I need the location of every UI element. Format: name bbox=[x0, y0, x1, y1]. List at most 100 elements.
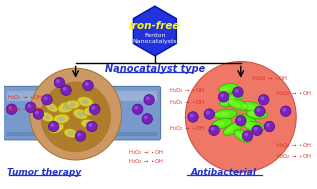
Ellipse shape bbox=[214, 109, 237, 119]
Circle shape bbox=[281, 106, 291, 116]
Circle shape bbox=[6, 104, 17, 115]
Ellipse shape bbox=[211, 118, 232, 129]
Circle shape bbox=[25, 102, 36, 113]
Ellipse shape bbox=[81, 99, 89, 104]
Circle shape bbox=[77, 133, 81, 136]
Circle shape bbox=[50, 123, 54, 127]
Ellipse shape bbox=[49, 124, 64, 133]
Circle shape bbox=[89, 104, 100, 115]
Circle shape bbox=[33, 109, 44, 119]
Polygon shape bbox=[133, 6, 176, 56]
Circle shape bbox=[266, 123, 270, 127]
Circle shape bbox=[254, 127, 257, 131]
Ellipse shape bbox=[83, 107, 97, 116]
Ellipse shape bbox=[241, 101, 264, 113]
Ellipse shape bbox=[238, 117, 251, 124]
Circle shape bbox=[242, 131, 253, 141]
Text: Fenton
Nanocatalysts: Fenton Nanocatalysts bbox=[133, 33, 177, 44]
Ellipse shape bbox=[77, 111, 84, 117]
Ellipse shape bbox=[220, 86, 231, 91]
Circle shape bbox=[256, 108, 260, 112]
Circle shape bbox=[233, 87, 243, 97]
Ellipse shape bbox=[58, 102, 74, 113]
Circle shape bbox=[83, 80, 93, 91]
Circle shape bbox=[218, 92, 229, 102]
Ellipse shape bbox=[68, 131, 74, 136]
Circle shape bbox=[27, 104, 31, 108]
Circle shape bbox=[235, 89, 238, 93]
Circle shape bbox=[220, 94, 224, 97]
Circle shape bbox=[42, 94, 52, 105]
Circle shape bbox=[91, 106, 95, 110]
Text: H$_2$O$_2$ $\rightarrow$ $\bullet$OH: H$_2$O$_2$ $\rightarrow$ $\bullet$OH bbox=[169, 98, 205, 107]
Circle shape bbox=[61, 85, 71, 95]
Ellipse shape bbox=[234, 130, 251, 142]
Ellipse shape bbox=[66, 100, 80, 109]
Ellipse shape bbox=[87, 109, 93, 114]
Circle shape bbox=[206, 111, 210, 115]
Ellipse shape bbox=[219, 83, 238, 93]
Circle shape bbox=[185, 62, 296, 172]
Text: H$_2$O$_2$ $\rightarrow$ $\bullet$OH: H$_2$O$_2$ $\rightarrow$ $\bullet$OH bbox=[128, 157, 164, 166]
Ellipse shape bbox=[81, 119, 95, 128]
Circle shape bbox=[188, 112, 198, 122]
Circle shape bbox=[236, 115, 246, 126]
Text: H$_2$O$_2$ $\rightarrow$ $\bullet$OH: H$_2$O$_2$ $\rightarrow$ $\bullet$OH bbox=[169, 124, 205, 133]
Ellipse shape bbox=[245, 124, 257, 129]
Circle shape bbox=[8, 106, 12, 110]
Ellipse shape bbox=[247, 109, 268, 119]
Ellipse shape bbox=[40, 112, 54, 122]
Circle shape bbox=[44, 96, 48, 100]
Circle shape bbox=[258, 94, 269, 105]
Text: H$_2$O$_2$ $\rightarrow$ $\bullet$OH: H$_2$O$_2$ $\rightarrow$ $\bullet$OH bbox=[7, 93, 42, 102]
Circle shape bbox=[56, 79, 60, 83]
Ellipse shape bbox=[229, 101, 241, 107]
Text: H$_2$O$_2$ $\rightarrow$ $\bullet$OH: H$_2$O$_2$ $\rightarrow$ $\bullet$OH bbox=[276, 153, 312, 161]
Ellipse shape bbox=[215, 112, 229, 116]
Text: Iron-free: Iron-free bbox=[129, 21, 181, 31]
Circle shape bbox=[144, 94, 154, 105]
Ellipse shape bbox=[69, 102, 76, 107]
Circle shape bbox=[134, 106, 138, 110]
Circle shape bbox=[204, 109, 215, 119]
Text: H$_2$O$_2$ $\rightarrow$ $\bullet$OH: H$_2$O$_2$ $\rightarrow$ $\bullet$OH bbox=[169, 86, 205, 95]
Circle shape bbox=[252, 125, 262, 136]
Ellipse shape bbox=[220, 93, 243, 107]
Text: Antibacterial: Antibacterial bbox=[191, 168, 257, 177]
Ellipse shape bbox=[237, 114, 258, 127]
Circle shape bbox=[49, 121, 59, 132]
Ellipse shape bbox=[213, 121, 225, 127]
Circle shape bbox=[88, 123, 92, 127]
FancyBboxPatch shape bbox=[2, 86, 161, 140]
Circle shape bbox=[190, 114, 194, 117]
Text: Nanocatalyst type: Nanocatalyst type bbox=[105, 64, 205, 74]
Circle shape bbox=[244, 133, 248, 136]
Ellipse shape bbox=[221, 97, 235, 104]
Ellipse shape bbox=[53, 126, 60, 131]
Ellipse shape bbox=[77, 97, 93, 107]
Text: H$_2$O$_2$ $\rightarrow$ $\bullet$OH: H$_2$O$_2$ $\rightarrow$ $\bullet$OH bbox=[276, 141, 312, 150]
Circle shape bbox=[282, 108, 286, 112]
Ellipse shape bbox=[223, 122, 243, 135]
Circle shape bbox=[142, 114, 152, 124]
Circle shape bbox=[35, 111, 39, 115]
Ellipse shape bbox=[73, 109, 88, 119]
Circle shape bbox=[87, 121, 97, 132]
Circle shape bbox=[63, 87, 67, 91]
Ellipse shape bbox=[46, 103, 58, 112]
Text: H$_2$O$_2$ $\rightarrow$ $\bullet$OH: H$_2$O$_2$ $\rightarrow$ $\bullet$OH bbox=[7, 105, 42, 114]
Circle shape bbox=[40, 82, 111, 152]
Text: H$_2$O$_2$ $\rightarrow$ $\bullet$OH: H$_2$O$_2$ $\rightarrow$ $\bullet$OH bbox=[252, 74, 288, 83]
Circle shape bbox=[30, 68, 121, 160]
Text: Tumor therapy: Tumor therapy bbox=[7, 168, 81, 177]
Text: H$_2$O$_2$ $\rightarrow$ $\bullet$OH: H$_2$O$_2$ $\rightarrow$ $\bullet$OH bbox=[128, 148, 164, 157]
Circle shape bbox=[255, 106, 265, 116]
Circle shape bbox=[264, 121, 275, 132]
Ellipse shape bbox=[44, 114, 50, 119]
Ellipse shape bbox=[228, 99, 248, 110]
Circle shape bbox=[211, 127, 215, 131]
Circle shape bbox=[209, 125, 219, 136]
Circle shape bbox=[144, 115, 148, 119]
Ellipse shape bbox=[58, 116, 65, 122]
Circle shape bbox=[260, 96, 264, 100]
